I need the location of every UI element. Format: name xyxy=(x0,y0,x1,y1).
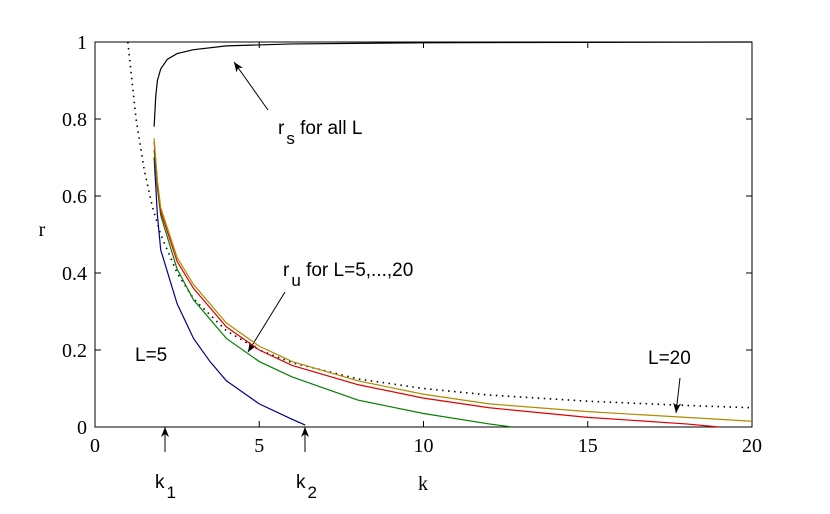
x-axis-label: k xyxy=(418,473,428,495)
x-tick-label: 0 xyxy=(90,435,100,457)
annotation: L=5 xyxy=(135,345,167,366)
y-tick-label: 0.6 xyxy=(62,186,87,208)
annotation-subscript: u xyxy=(291,271,300,290)
arrow xyxy=(247,291,286,353)
arrow xyxy=(673,377,682,414)
annotation-text: L=20 xyxy=(648,348,691,369)
x-tick-label: 20 xyxy=(742,435,762,457)
annotation-text: k xyxy=(155,472,165,493)
annotation-text: r xyxy=(283,260,290,281)
arrow xyxy=(233,61,269,111)
y-tick-label: 0.2 xyxy=(62,340,87,362)
annotation-text: for L=5,...,20 xyxy=(301,260,414,281)
y-tick-label: 1 xyxy=(77,32,87,54)
annotation: L=20 xyxy=(648,348,691,369)
series-line xyxy=(127,41,753,409)
series-line xyxy=(153,41,753,127)
annotation-subscript: s xyxy=(286,129,295,148)
annotation-subscript: 1 xyxy=(167,483,176,502)
series-line xyxy=(153,149,513,428)
annotation-text: r xyxy=(278,118,285,139)
annotation-subscript: 2 xyxy=(308,483,317,502)
series-line xyxy=(153,157,306,426)
x-tick-label: 15 xyxy=(578,435,598,457)
annotation-text: for all L xyxy=(295,118,363,139)
plot-frame xyxy=(94,41,753,428)
annotation-text: k xyxy=(296,472,306,493)
y-tick-label: 0.8 xyxy=(62,109,87,131)
x-tick-label: 10 xyxy=(414,435,434,457)
series-line xyxy=(153,138,753,422)
series-line xyxy=(153,142,720,428)
x-tick-label: 5 xyxy=(254,435,264,457)
y-tick-label: 0 xyxy=(77,417,87,439)
annotation-text: L=5 xyxy=(135,345,167,366)
y-axis-label: r xyxy=(39,219,46,241)
y-tick-label: 0.4 xyxy=(62,263,87,285)
